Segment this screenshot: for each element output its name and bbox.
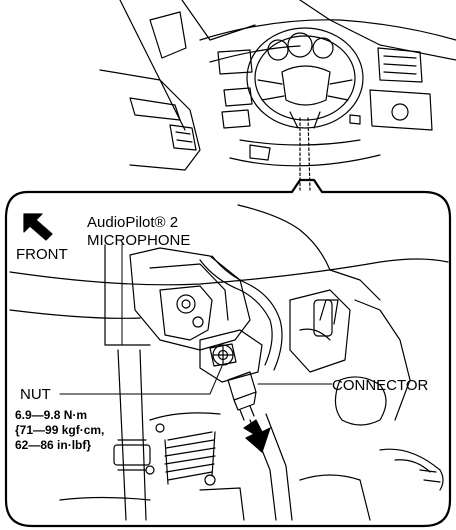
front-arrow-icon <box>23 213 53 241</box>
connector-label: CONNECTOR <box>332 377 429 394</box>
front-label: FRONT <box>16 246 68 263</box>
callout-leader <box>299 117 311 191</box>
torque-inlbf: 62—86 in·lbf} <box>15 438 92 452</box>
detail-view <box>9 204 449 521</box>
nut-label: NUT <box>20 386 51 403</box>
torque-kgf: {71—99 kgf·cm, <box>15 423 105 437</box>
disconnect-arrow <box>243 419 271 453</box>
microphone-label: MICROPHONE <box>87 232 191 249</box>
label-leaders <box>59 243 333 395</box>
torque-spec: 6.9—9.8 N·m {71—99 kgf·cm, 62—86 in·lbf} <box>15 408 104 453</box>
torque-nm: 6.9—9.8 N·m <box>15 408 88 422</box>
audiopilot-label: AudioPilot® 2 <box>87 214 179 231</box>
callout-frame <box>4 178 452 528</box>
dashboard-overview <box>99 0 456 171</box>
